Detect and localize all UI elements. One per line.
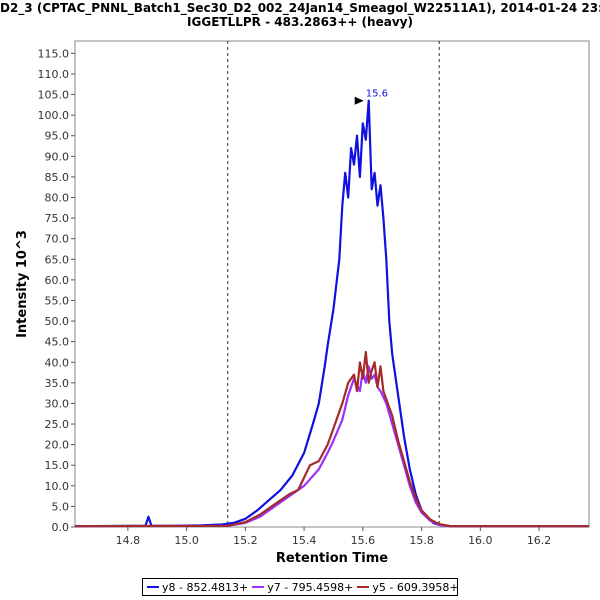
y-tick-label: 75.0 [45,212,70,225]
y-tick-label: 110.0 [38,68,70,81]
x-tick-label: 15.8 [409,534,434,547]
y-tick-label: 5.0 [52,500,70,513]
x-tick-label: 14.8 [116,534,141,547]
legend-label-y8: y8 - 852.4813+ [162,580,249,594]
y-tick-label: 105.0 [38,89,70,102]
annotation-layer: 15.6 [354,89,388,105]
legend-item-y5[interactable]: y5 - 609.3958+ [357,580,459,594]
y-tick-label: 70.0 [45,233,70,246]
legend-item-y7[interactable]: y7 - 795.4598+ [252,581,353,594]
plot-area [74,40,590,528]
chart-title: D2_3 (CPTAC_PNNL_Batch1_Sec30_D2_002_24J… [0,1,600,15]
y-tick-label: 30.0 [45,397,70,410]
x-tick-label: 16.2 [527,534,552,547]
y-tick-label: 60.0 [45,274,70,287]
y-tick-label: 50.0 [45,315,70,328]
y-tick-label: 40.0 [45,356,70,369]
peak-label: 15.6 [366,89,388,100]
legend-swatch-y5 [357,586,370,588]
series-layer [74,99,589,528]
y-tick-label: 90.0 [45,150,70,163]
y-tick-label: 0.0 [52,521,70,534]
y-axis-label: Intensity 10^3 [15,230,30,338]
legend-swatch-y7 [252,586,265,588]
y-tick-label: 80.0 [45,192,70,205]
y-tick-label: 45.0 [45,336,70,349]
legend: y8 - 852.4813+ y7 - 795.4598+ y5 - 609.3… [142,578,459,596]
chromatogram-chart: 0.0 5.0 10.0 15.0 20.0 25.0 30.0 35.0 40.0 45.0 50… [15,40,590,566]
y-tick-label: 95.0 [45,130,70,143]
series-line-y5 [74,350,589,528]
x-tick-label: 15.2 [233,534,258,547]
peak-marker [354,96,364,105]
legend-item-y8[interactable]: y8 - 852.4813+ [147,581,248,594]
x-tick-label: 15.0 [174,534,199,547]
axis-layer: 0.0 5.0 10.0 15.0 20.0 25.0 30.0 35.0 40.0 45.0 50… [38,41,552,547]
y-tick-label: 20.0 [45,439,70,452]
y-tick-label: 85.0 [45,171,70,184]
y-tick-label: 35.0 [45,377,70,390]
y-tick-label: 25.0 [45,418,70,431]
y-tick-label: 10.0 [45,480,70,493]
x-axis-label: Retention Time [276,551,388,566]
legend-label-y5: y5 - 609.3958+ [372,580,459,594]
y-tick-label: 15.0 [45,459,70,472]
x-tick-label: 15.4 [292,534,317,547]
x-tick-label: 16.0 [468,534,493,547]
chart-subtitle: IGGETLLPR - 483.2863++ (heavy) [187,15,413,29]
legend-swatch-y8 [147,586,159,588]
y-tick-label: 55.0 [45,294,70,307]
legend-label-y7: y7 - 795.4598+ [267,580,354,594]
y-tick-label: 100.0 [38,109,70,122]
y-tick-label: 65.0 [45,253,70,266]
x-tick-label: 15.6 [351,534,376,547]
y-tick-label: 115.0 [38,47,70,60]
series-line-y8 [74,99,589,528]
